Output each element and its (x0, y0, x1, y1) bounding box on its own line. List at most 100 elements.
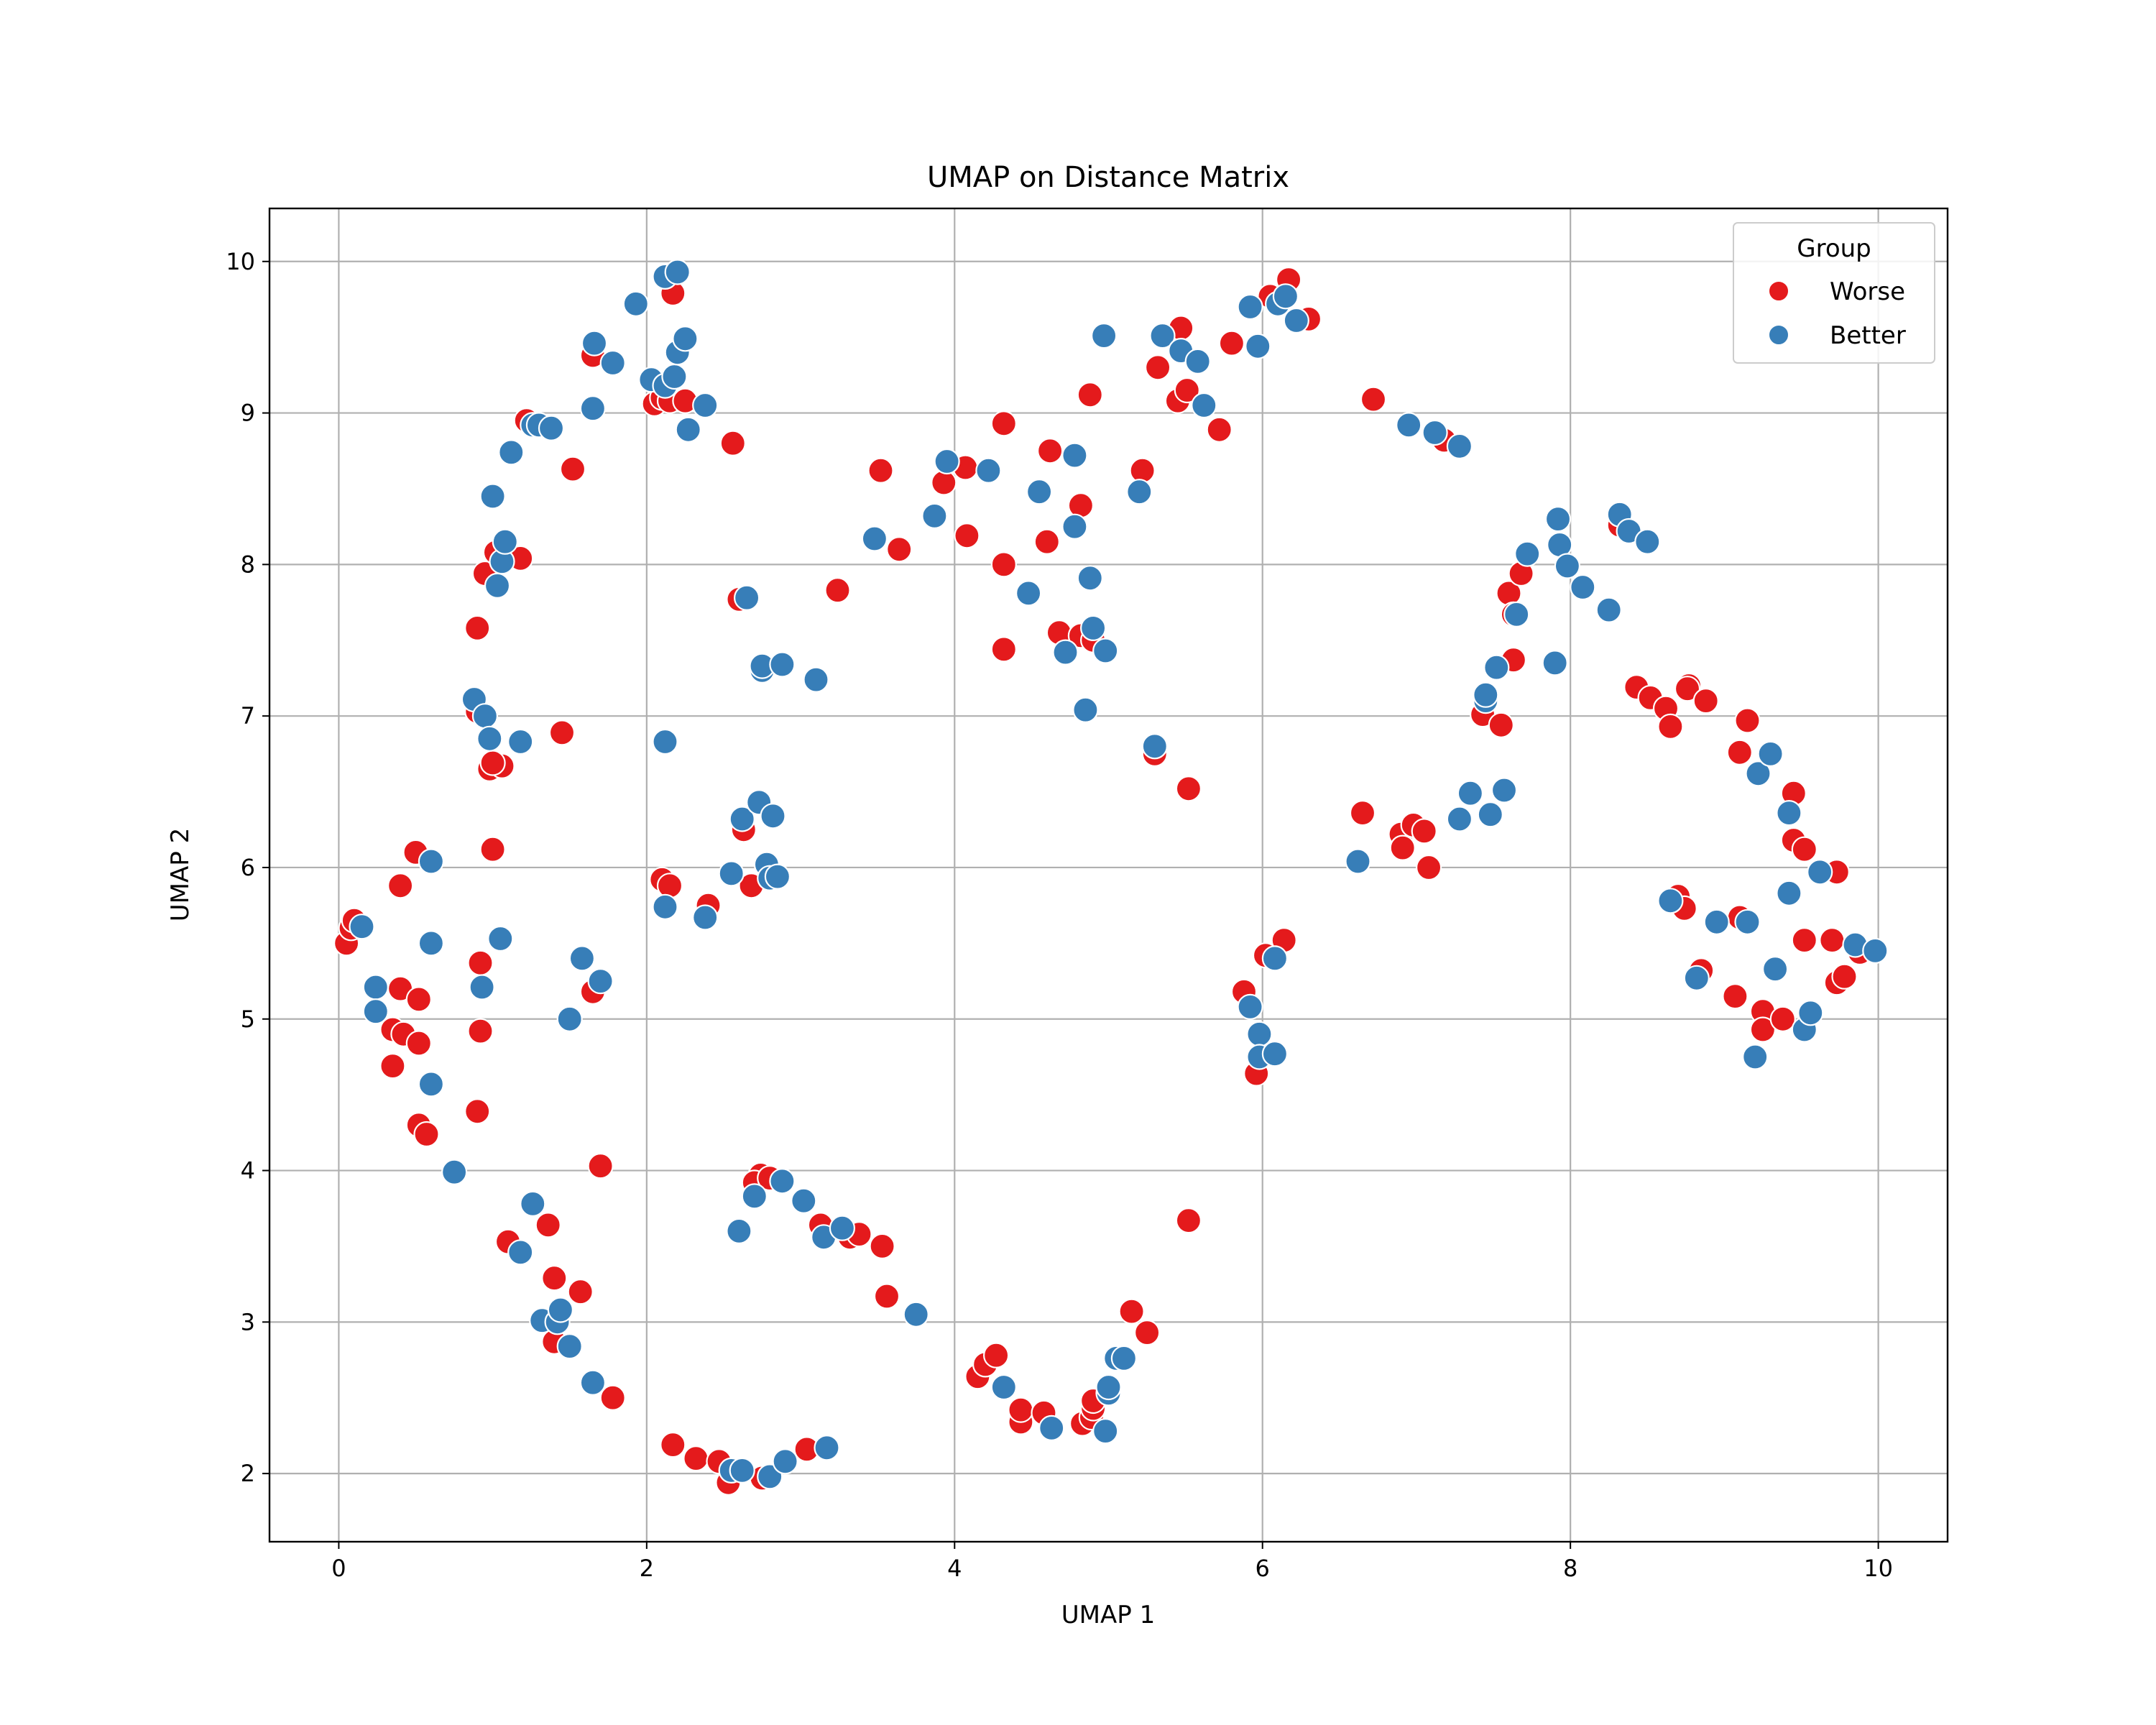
point-better (1396, 412, 1422, 438)
point-worse (1133, 1319, 1161, 1346)
point-better (769, 651, 796, 678)
point-better (1246, 1021, 1273, 1047)
y-tick-label: 5 (241, 1006, 255, 1033)
point-better (1345, 848, 1371, 875)
point-better (1514, 540, 1541, 567)
point-better (764, 863, 791, 890)
point-worse (954, 523, 980, 549)
legend-marker-worse (1768, 280, 1789, 302)
point-better (418, 1071, 445, 1098)
point-better (1261, 1041, 1289, 1067)
point-worse (931, 469, 957, 496)
legend-marker-better (1768, 324, 1789, 346)
point-better (791, 1187, 817, 1214)
point-better (1446, 433, 1473, 460)
point-worse (1129, 457, 1156, 484)
legend: Group Worse Better (1733, 222, 1935, 364)
point-better (1077, 565, 1103, 592)
x-tick-label: 4 (947, 1555, 962, 1582)
point-better (568, 945, 596, 972)
point-worse (1831, 963, 1858, 990)
point-better (861, 525, 888, 552)
y-tick-label: 3 (241, 1308, 255, 1335)
point-better (498, 439, 525, 466)
point-worse (405, 1030, 432, 1057)
point-better (741, 1183, 768, 1210)
point-better (1757, 740, 1784, 768)
point-better (1141, 733, 1168, 760)
scatter-points (333, 259, 1889, 1496)
point-better (538, 415, 565, 441)
point-better (479, 483, 506, 510)
point-worse (1692, 687, 1719, 714)
point-better (579, 395, 607, 422)
point-better (1446, 806, 1473, 832)
point-better (484, 572, 511, 599)
point-better (1762, 956, 1789, 983)
point-worse (1769, 1006, 1796, 1032)
point-better (903, 1301, 929, 1328)
point-better (579, 1369, 607, 1396)
point-worse (1175, 1207, 1202, 1234)
point-better (1237, 993, 1263, 1021)
point-worse (567, 1279, 594, 1305)
point-better (1261, 945, 1289, 972)
point-better (1095, 1374, 1122, 1401)
point-better (1797, 1000, 1824, 1026)
point-better (718, 860, 745, 887)
y-tick-label: 9 (241, 400, 255, 427)
point-better (814, 1435, 840, 1461)
legend-label-worse: Worse (1830, 277, 1905, 306)
point-worse (464, 1098, 491, 1125)
point-better (1184, 348, 1211, 374)
point-worse (1206, 416, 1233, 443)
point-better (1634, 528, 1661, 555)
point-better (1544, 505, 1572, 533)
point-worse (1726, 739, 1753, 765)
point-worse (1791, 926, 1818, 954)
point-better (441, 1159, 468, 1185)
point-better (587, 967, 614, 995)
point-better (599, 349, 626, 377)
point-worse (479, 836, 506, 862)
point-better (1283, 307, 1309, 334)
point-better (492, 528, 518, 555)
point-better (1683, 965, 1710, 991)
point-worse (464, 615, 491, 642)
point-better (1110, 1345, 1138, 1372)
point-worse (467, 949, 494, 976)
point-better (934, 448, 960, 475)
point-better (520, 1190, 546, 1218)
point-better (1776, 880, 1802, 906)
chart-title: UMAP on Distance Matrix (927, 161, 1289, 194)
y-tick-label: 6 (241, 854, 255, 881)
point-worse (656, 873, 683, 899)
legend-label-better: Better (1830, 321, 1906, 350)
point-better (556, 1333, 583, 1360)
point-worse (1722, 983, 1749, 1010)
point-better (362, 998, 389, 1025)
point-better (1703, 908, 1730, 935)
point-better (547, 1297, 574, 1323)
point-better (1061, 442, 1088, 469)
point-worse (479, 750, 506, 776)
legend-title: Group (1797, 234, 1871, 263)
point-worse (1218, 330, 1245, 356)
point-better (692, 392, 719, 419)
point-better (729, 1457, 755, 1484)
point-better (581, 330, 608, 356)
point-worse (599, 1384, 626, 1411)
point-worse (541, 1265, 568, 1292)
point-better (760, 803, 786, 829)
point-worse (387, 873, 414, 899)
point-worse (1349, 799, 1376, 827)
point-better (418, 848, 445, 875)
point-worse (1674, 676, 1701, 702)
point-better (1422, 419, 1448, 446)
point-worse (413, 1121, 440, 1148)
point-worse (1077, 382, 1103, 408)
point-worse (867, 457, 894, 484)
point-worse (1488, 712, 1514, 738)
point-worse (379, 1052, 406, 1080)
